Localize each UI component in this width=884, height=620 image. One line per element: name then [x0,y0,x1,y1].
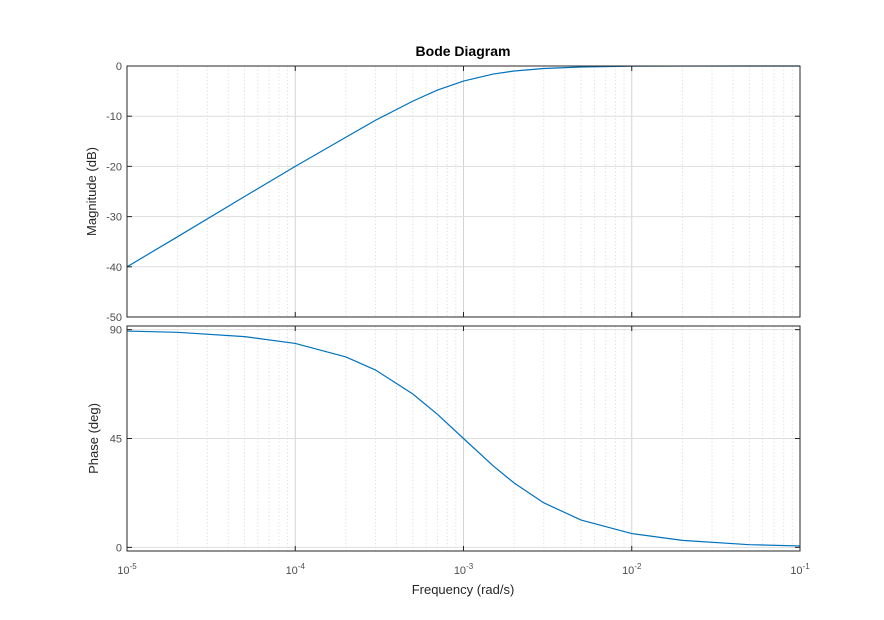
chart-title: Bode Diagram [416,43,511,59]
magnitude-axes: 0 -10 -20 -30 -40 -50 Magnitude (dB) [84,61,801,324]
y-tick-label: -20 [106,161,122,173]
x-tick-label: 10-5 [117,562,137,577]
x-tick-label: 10-3 [454,562,474,577]
magnitude-y-axis-label: Magnitude (dB) [84,147,99,236]
x-tick-labels: 10-5 10-4 10-3 10-2 10-1 [117,66,810,577]
y-tick-label: 0 [116,542,122,554]
x-tick-label: 10-2 [622,562,642,577]
phase-y-tick-labels: 90 45 0 [110,325,800,554]
phase-series-line [126,330,801,547]
y-tick-label: -50 [106,312,122,324]
phase-y-axis-label: Phase (deg) [86,403,101,474]
y-tick-label: -40 [106,262,122,274]
y-tick-label: 45 [110,434,122,446]
x-axis-label: Frequency (rad/s) [412,582,515,597]
y-tick-label: -30 [106,212,122,224]
y-tick-label: 0 [116,61,122,73]
y-tick-label: 90 [110,325,122,337]
magnitude-y-tick-labels: 0 -10 -20 -30 -40 -50 [106,61,800,324]
x-tick-label: 10-1 [790,562,810,577]
phase-axes: 90 45 0 Phase (deg) [86,325,801,554]
y-tick-label: -10 [106,111,122,123]
x-tick-label: 10-4 [286,562,306,577]
